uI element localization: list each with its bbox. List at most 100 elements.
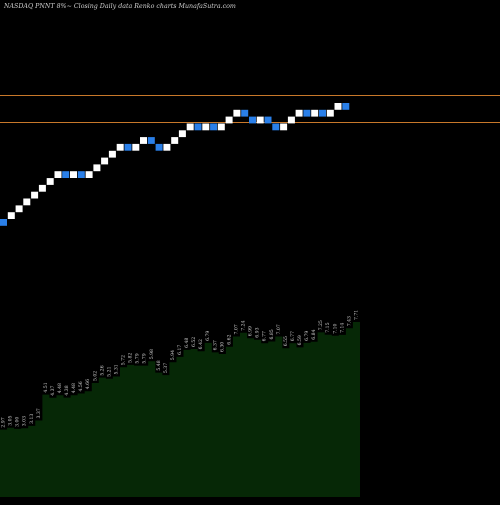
renko-brick-up (186, 123, 194, 131)
renko-brick-up (31, 191, 39, 199)
volume-label: 6.84 (311, 329, 317, 339)
volume-label: 6.79 (304, 331, 310, 341)
volume-label: 7.24 (241, 320, 247, 330)
renko-brick-up (46, 178, 54, 185)
volume-label: 6.85 (269, 329, 275, 339)
renko-brick-up (171, 137, 179, 144)
renko-brick-down (155, 143, 163, 151)
volume-label: 7.71 (354, 310, 360, 320)
volume-label: 5.72 (121, 355, 127, 365)
renko-brick-up (70, 171, 77, 178)
volume-label: 3.03 (22, 416, 28, 426)
volume-label: 6.59 (297, 335, 303, 345)
volume-label: 4.37 (50, 385, 56, 395)
renko-brick-down (303, 109, 311, 117)
renko-brick-up (178, 130, 186, 138)
renko-brick-up (326, 109, 334, 117)
volume-label: 6.30 (219, 342, 225, 352)
volume-label: 5.82 (128, 353, 134, 363)
renko-brick-up (38, 184, 46, 192)
volume-label: 7.07 (276, 324, 282, 334)
volume-label: 6.42 (198, 339, 204, 349)
volume-label: 5.79 (135, 353, 141, 363)
volume-label: 6.62 (226, 334, 232, 344)
renko-brick-up (101, 157, 109, 165)
renko-brick-up (225, 116, 233, 124)
volume-label: 5.37 (163, 363, 169, 373)
volume-label: 3.00 (15, 417, 21, 427)
renko-brick-up (287, 116, 295, 124)
renko-brick-up (108, 150, 116, 158)
volume-label: 7.43 (346, 316, 352, 326)
volume-label: 5.98 (149, 349, 155, 359)
chart-title: NASDAQ PNNT 8%~ Closing Daily data Renko… (3, 3, 236, 10)
volume-label: 5.26 (99, 365, 105, 375)
renko-bricks (0, 103, 350, 226)
volume-label: 6.77 (262, 331, 268, 341)
volume-label: 6.79 (205, 331, 211, 341)
renko-brick-down (319, 109, 326, 117)
volume-label: 3.05 (8, 415, 14, 425)
renko-brick-down (0, 219, 7, 226)
volume-label: 7.14 (339, 323, 345, 333)
volume-label: 6.93 (255, 327, 261, 337)
renko-brick-up (256, 116, 264, 124)
renko-brick-down (249, 116, 256, 124)
renko-brick-down (77, 171, 85, 178)
renko-brick-up (93, 164, 101, 172)
volume-label: 5.21 (106, 366, 112, 376)
renko-brick-up (311, 109, 319, 117)
renko-brick-up (140, 137, 147, 144)
volume-label: 4.38 (64, 385, 70, 395)
volume-label: 7.07 (234, 324, 240, 334)
renko-brick-down (62, 171, 70, 178)
volume-label: 6.48 (184, 338, 190, 348)
renko-brick-up (85, 171, 93, 178)
renko-brick-up (7, 212, 15, 219)
volume-label: 7.25 (318, 320, 324, 330)
renko-brick-up (15, 205, 23, 213)
renko-brick-up (233, 109, 241, 117)
volume-label: 4.56 (78, 381, 84, 391)
volume-label: 6.37 (212, 340, 218, 350)
renko-brick-up (23, 198, 31, 206)
renko-brick-up (334, 103, 342, 110)
volume-label: 6.52 (191, 337, 197, 347)
volume-label: 4.66 (85, 379, 91, 389)
volume-label: 3.37 (36, 408, 42, 418)
volume-label: 2.97 (1, 417, 7, 427)
renko-brick-up (217, 123, 225, 131)
renko-brick-down (124, 143, 132, 151)
renko-brick-up (116, 143, 124, 151)
volume-label: 5.31 (114, 364, 120, 374)
volume-label: 5.02 (92, 371, 98, 381)
renko-brick-down (210, 123, 218, 131)
renko-brick-up (295, 109, 303, 117)
volume-label: 5.79 (142, 353, 148, 363)
renko-brick-up (280, 123, 288, 131)
volume-labels: 2.97 3.05 3.00 3.03 3.133.37 4.51 4.37 4.48 4.38… (1, 310, 360, 428)
renko-brick-up (54, 171, 62, 178)
renko-brick-down (264, 116, 272, 124)
renko-brick-up (132, 143, 140, 151)
volume-label: 6.77 (290, 331, 296, 341)
volume-label: 3.13 (29, 414, 35, 424)
volume-label: 7.15 (325, 322, 331, 332)
renko-brick-down (241, 109, 249, 117)
renko-brick-down (272, 123, 280, 131)
volume-label: 5.94 (170, 350, 176, 360)
volume-label: 6.99 (248, 326, 254, 336)
volume-area (0, 322, 360, 497)
renko-brick-down (147, 137, 155, 144)
renko-brick-down (342, 103, 350, 110)
volume-label: 4.51 (43, 382, 49, 392)
renko-brick-up (163, 143, 171, 151)
volume-area-fill (0, 322, 360, 497)
renko-brick-up (202, 123, 210, 131)
volume-label: 5.48 (156, 360, 162, 370)
volume-label: 4.48 (71, 383, 77, 393)
volume-label: 6.17 (177, 345, 183, 355)
volume-label: 7.10 (332, 323, 338, 333)
